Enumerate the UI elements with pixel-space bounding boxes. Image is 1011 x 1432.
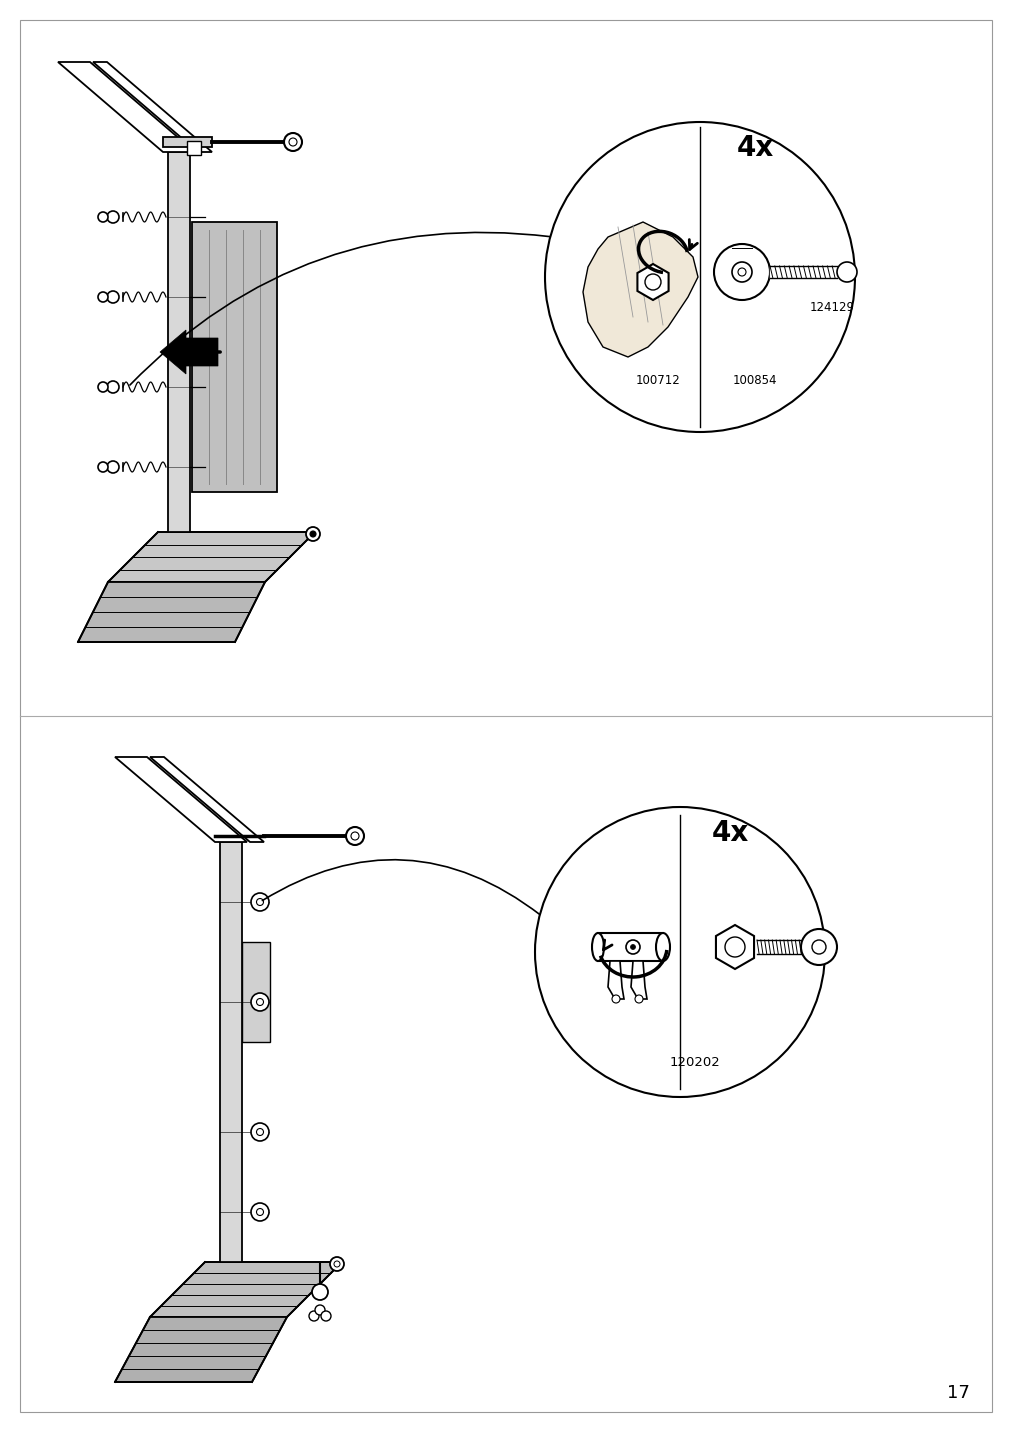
Ellipse shape [591,934,604,961]
Circle shape [346,828,364,845]
Circle shape [724,937,744,957]
Polygon shape [163,137,211,147]
Text: 4x: 4x [736,135,772,162]
Circle shape [644,274,660,291]
Text: 100712: 100712 [635,374,679,387]
Polygon shape [160,329,217,374]
Circle shape [107,211,119,223]
Circle shape [107,291,119,304]
Circle shape [98,382,108,392]
Circle shape [251,1123,269,1141]
Circle shape [308,1312,318,1320]
Circle shape [731,262,751,282]
Bar [598,934,662,961]
Circle shape [305,527,319,541]
Circle shape [836,262,856,282]
Polygon shape [150,1262,342,1317]
Circle shape [251,1203,269,1221]
Text: 124129: 124129 [809,301,853,314]
Text: 17: 17 [946,1383,969,1402]
Text: 120202: 120202 [669,1055,720,1068]
Circle shape [107,461,119,473]
Circle shape [256,998,263,1005]
Polygon shape [93,62,211,152]
Bar [242,942,270,1042]
Circle shape [309,531,315,537]
Polygon shape [115,1317,287,1382]
Circle shape [311,1285,328,1300]
Polygon shape [58,62,195,152]
Circle shape [251,992,269,1011]
Circle shape [630,945,635,949]
Polygon shape [150,758,264,842]
Text: 4x: 4x [711,819,748,846]
Polygon shape [115,758,247,842]
Circle shape [535,808,824,1097]
Polygon shape [631,961,646,1000]
Circle shape [98,463,108,473]
Circle shape [801,929,836,965]
Polygon shape [108,533,314,581]
Circle shape [98,292,108,302]
Circle shape [545,122,854,432]
Circle shape [811,939,825,954]
Circle shape [737,268,745,276]
Circle shape [320,1312,331,1320]
Circle shape [714,243,769,299]
Bar [219,842,242,1262]
Polygon shape [715,925,753,969]
Circle shape [634,995,642,1002]
Circle shape [284,133,301,150]
Circle shape [251,894,269,911]
Polygon shape [78,581,265,642]
Circle shape [626,939,639,954]
Text: 100854: 100854 [732,374,776,387]
Circle shape [314,1305,325,1315]
Bar [192,222,277,493]
Ellipse shape [655,934,669,961]
Bar [187,140,201,155]
Circle shape [289,137,296,146]
Bar [168,152,190,533]
Circle shape [612,995,620,1002]
Polygon shape [637,263,668,299]
Circle shape [334,1262,340,1267]
Circle shape [256,1209,263,1216]
Polygon shape [582,222,698,357]
Circle shape [330,1257,344,1272]
Circle shape [256,1128,263,1136]
Circle shape [98,212,108,222]
Polygon shape [608,961,624,1000]
Circle shape [351,832,359,841]
Circle shape [256,898,263,905]
Circle shape [107,381,119,392]
